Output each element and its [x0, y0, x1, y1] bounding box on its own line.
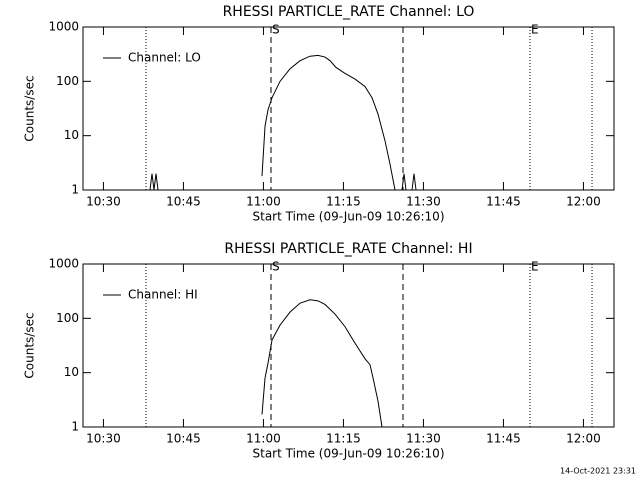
data-line [401, 173, 407, 191]
x-tick-label: 11:45 [486, 195, 521, 209]
x-tick-label: 10:45 [166, 195, 201, 209]
x-tick-label: 11:30 [406, 432, 441, 446]
x-tick-label: 11:30 [406, 195, 441, 209]
y-tick-label: 1 [71, 183, 79, 197]
data-line [149, 173, 159, 191]
x-tick-label: 11:00 [246, 195, 281, 209]
y-axis-label: Counts/sec [23, 312, 37, 378]
y-axis-label: Counts/sec [23, 75, 37, 141]
chart-title: RHESSI PARTICLE_RATE Channel: LO [223, 4, 475, 20]
plot-frame [82, 263, 615, 428]
plot-frame [82, 26, 615, 191]
chart-title: RHESSI PARTICLE_RATE Channel: HI [224, 241, 472, 257]
x-tick-label: 11:15 [326, 195, 361, 209]
x-tick-label: 11:00 [246, 432, 281, 446]
x-tick-label: 11:15 [326, 432, 361, 446]
y-tick-label: 1000 [48, 20, 79, 34]
y-tick-label: 100 [56, 311, 79, 325]
x-tick-label: 11:45 [486, 432, 521, 446]
marker-label: E [531, 23, 539, 37]
legend-label: Channel: LO [128, 51, 201, 65]
y-tick-label: 10 [64, 365, 79, 379]
x-axis-label: Start Time (09-Jun-09 10:26:10) [253, 447, 445, 461]
marker-label: E [531, 260, 539, 274]
x-tick-label: 12:00 [566, 432, 601, 446]
legend-label: Channel: HI [128, 288, 198, 302]
x-axis-label: Start Time (09-Jun-09 10:26:10) [253, 210, 445, 224]
data-line [411, 173, 417, 191]
y-tick-label: 1000 [48, 257, 79, 271]
x-tick-label: 10:30 [86, 195, 121, 209]
y-tick-label: 1 [71, 420, 79, 434]
x-tick-label: 10:30 [86, 432, 121, 446]
marker-label: S [272, 260, 280, 274]
y-tick-label: 100 [56, 74, 79, 88]
x-tick-label: 10:45 [166, 432, 201, 446]
x-tick-label: 12:00 [566, 195, 601, 209]
data-line [261, 54, 396, 191]
data-line [261, 299, 383, 428]
timestamp: 14-Oct-2021 23:31 [560, 467, 636, 476]
marker-label: S [272, 23, 280, 37]
y-tick-label: 10 [64, 128, 79, 142]
